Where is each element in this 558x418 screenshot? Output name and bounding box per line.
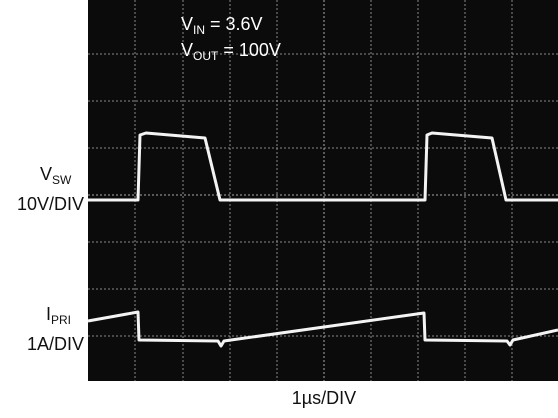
channel-vsw-name: VSW (40, 164, 72, 187)
text-part: = 3.6V (210, 14, 263, 34)
text-part: V (40, 164, 52, 184)
channel-ipri-scale: 1A/DIV (27, 334, 84, 354)
text-part: V (181, 14, 193, 34)
text-part: PRI (51, 313, 71, 327)
text-part: OUT (193, 49, 219, 63)
vsw-trace (88, 131, 558, 202)
condition-vout: VOUT = 100V (181, 40, 281, 63)
condition-vin: VIN = 3.6V (181, 14, 263, 37)
timebase: 1µs/DIV (292, 388, 356, 408)
text-part: = 100V (223, 40, 281, 60)
scope-screen (88, 0, 558, 381)
ipri-trace (87, 310, 558, 348)
graticule (88, 0, 558, 381)
text-part: V (181, 40, 193, 60)
text-part: I (46, 304, 51, 324)
text-part: IN (193, 23, 205, 37)
text-part: SW (52, 173, 72, 187)
channel-vsw-scale: 10V/DIV (17, 194, 84, 214)
channel-ipri-name: IPRI (46, 304, 71, 327)
